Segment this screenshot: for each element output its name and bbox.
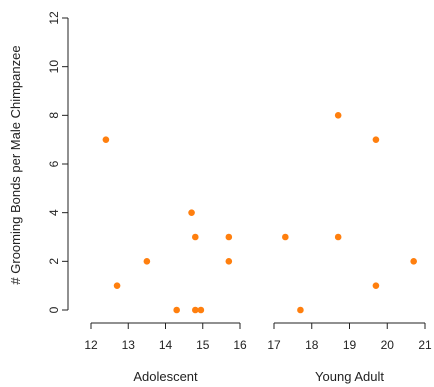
data-point [225, 258, 233, 265]
y-tick-label: 6 [47, 160, 61, 167]
x-tick-label: 19 [343, 338, 357, 352]
data-point [192, 306, 199, 314]
y-tick-label: 10 [47, 60, 61, 74]
y-axis-title: # Grooming Bonds per Male Chimpanzee [8, 45, 23, 284]
x-tick-label: 12 [84, 338, 98, 352]
y-axis: 0 2 4 6 8 10 12 [47, 11, 69, 313]
data-point [197, 306, 205, 314]
y-tick-label: 12 [47, 11, 61, 25]
y-tick-label: 0 [47, 306, 61, 313]
data-point [143, 258, 151, 265]
panel-1: 12 13 14 15 16 Adolescent [84, 136, 247, 384]
x-tick-label: 14 [159, 338, 173, 352]
x-tick-label: 16 [233, 338, 247, 352]
y-tick-label: 4 [47, 209, 61, 216]
data-point [372, 282, 380, 289]
data-point [113, 282, 121, 289]
data-point [173, 306, 180, 314]
data-point [225, 233, 233, 241]
data-point [372, 136, 380, 143]
chart-panels: 12 13 14 15 16 Adolescent 17 18 19 20 21 Young Adul… [84, 112, 432, 384]
data-point [102, 136, 110, 143]
x-tick-label: 20 [381, 338, 395, 352]
y-tick-label: 8 [47, 112, 61, 119]
x-tick-label: 13 [122, 338, 136, 352]
data-point [282, 233, 289, 241]
panel-2: 17 18 19 20 21 Young Adult [267, 112, 432, 384]
x-tick-label: 15 [196, 338, 210, 352]
x-tick-label: 21 [418, 338, 432, 352]
x-axis-title: Adolescent [133, 369, 198, 384]
data-point [334, 112, 342, 119]
data-point [297, 306, 304, 314]
x-axis-title: Young Adult [315, 369, 384, 384]
data-point [188, 209, 195, 216]
x-tick-label: 17 [267, 338, 281, 352]
data-point [334, 233, 342, 241]
y-tick-label: 2 [47, 258, 61, 265]
data-point [410, 258, 417, 265]
data-point [192, 233, 199, 241]
x-tick-label: 18 [305, 338, 319, 352]
